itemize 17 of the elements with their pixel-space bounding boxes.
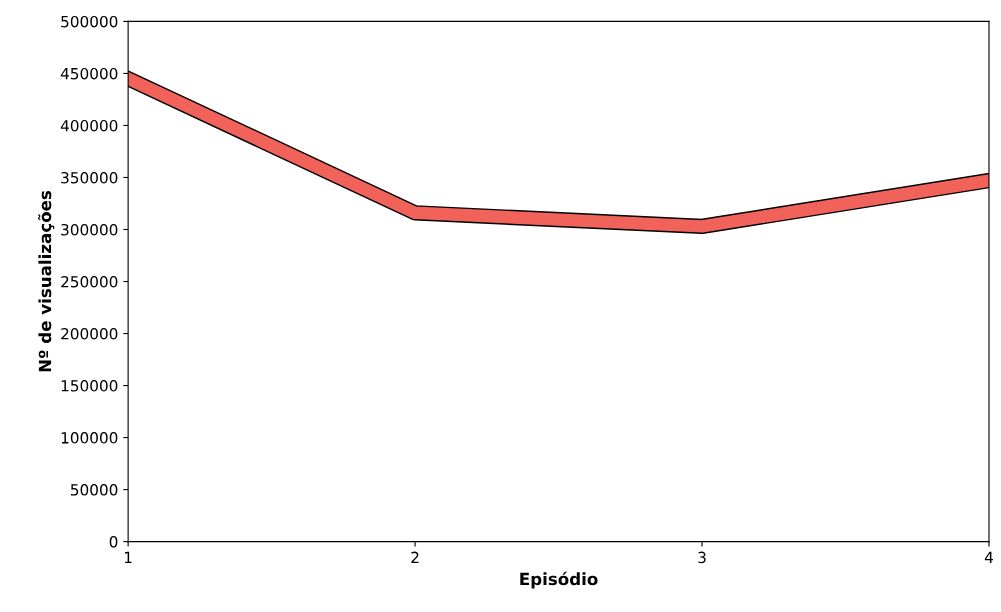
y-tick-label: 100000 [61,432,118,444]
y-tick-label: 300000 [61,223,118,236]
y-tick-label: 450000 [60,67,118,80]
x-tick-label: 4 [984,551,993,563]
y-tick-label: 150000 [61,380,118,392]
x-tick-label: 3 [698,551,706,564]
x-tick-label: 1 [124,551,132,563]
y-tick-label: 400000 [60,119,118,132]
y-tick-label: 350000 [61,171,118,184]
y-axis-title: Nº de visualizações [38,190,55,372]
y-tick-label: 500000 [61,15,118,28]
y-tick-label: 50000 [70,484,118,496]
y-tick-label: 0 [109,536,118,548]
y-tick-label: 250000 [61,275,118,288]
y-tick-label: 200000 [61,328,118,340]
x-tick-label: 2 [411,551,419,563]
x-axis-title: Episódio [520,571,598,589]
